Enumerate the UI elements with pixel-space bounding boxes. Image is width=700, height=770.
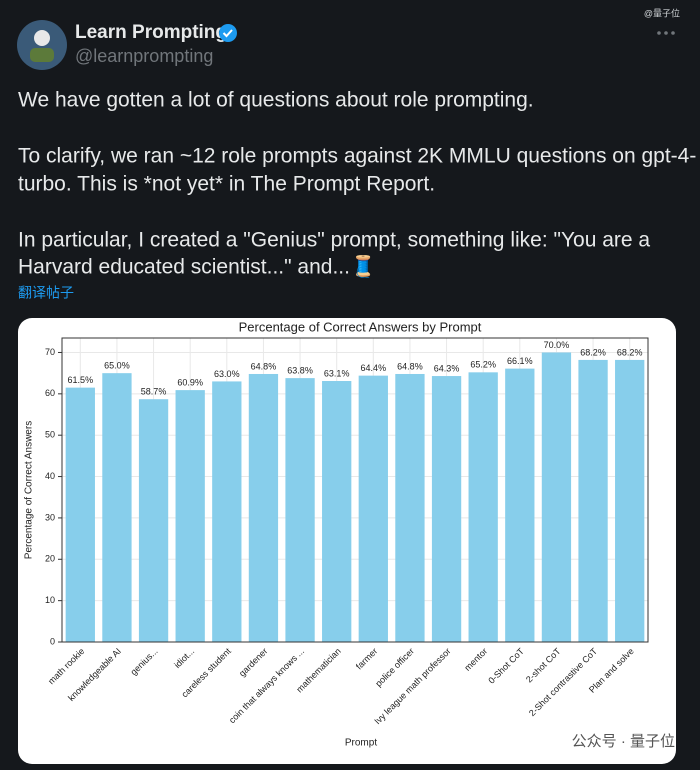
value-label: 63.8% [287,365,313,375]
bar [541,352,572,642]
tweet-line: In particular, I created a "Genius" prom… [18,229,650,252]
y-tick-label: 60 [45,388,55,398]
bar [65,387,95,642]
plot-frame [61,337,649,643]
bar [358,375,388,642]
y-tick-label: 30 [45,512,55,522]
bar [102,373,132,642]
chart-title: Percentage of Correct Answers by Prompt [239,319,482,334]
value-label: 70.0% [544,340,570,350]
value-label: 68.2% [580,347,606,357]
value-label: 64.3% [434,363,460,373]
bar [138,399,169,642]
bar [285,378,315,642]
bar [175,390,205,642]
verified-check [222,29,233,38]
bar [212,381,242,642]
value-label: 64.8% [397,361,423,371]
value-label: 63.0% [214,369,240,379]
y-tick-label: 10 [45,595,55,605]
bar [395,373,425,642]
y-axis-label: Percentage of Correct Answers [24,421,35,559]
watermark: @量子位 [644,7,680,18]
y-tick-label: 70 [45,347,55,357]
value-label: 65.2% [470,360,496,370]
value-label: 63.1% [324,368,350,378]
translate-link[interactable]: 翻译帖子 [18,285,74,301]
tweet-line: We have gotten a lot of questions about … [18,89,534,112]
tweet-line: Harvard educated scientist..." and...🧵 [18,254,376,280]
bar [431,376,462,642]
value-label: 66.1% [507,356,533,366]
avatar-ground [30,48,54,62]
x-axis-label: Prompt [345,738,377,749]
value-label: 65.0% [104,361,130,371]
handle[interactable]: @learnprompting [75,46,213,66]
tweet-line: turbo. This is *not yet* in The Prompt R… [18,173,435,196]
avatar-figure [34,30,50,46]
value-label: 61.5% [68,375,94,385]
value-label: 64.4% [361,363,387,373]
bar [248,373,279,642]
tweet-line: To clarify, we ran ~12 role prompts agai… [18,145,696,168]
bar [615,359,645,642]
y-tick-label: 20 [45,554,55,564]
y-tick-label: 40 [45,471,55,481]
author-name[interactable]: Learn Prompting [75,22,227,43]
bar [468,372,498,642]
value-label: 64.8% [251,361,277,371]
y-tick-label: 50 [45,430,55,440]
bar [322,381,352,642]
value-label: 68.2% [617,347,643,357]
value-label: 60.9% [177,377,203,387]
bar [505,368,535,642]
watermark: 公众号 · 量子位 [572,733,675,750]
y-tick-label: 0 [50,636,55,646]
bar [578,359,608,642]
more-button[interactable] [657,31,675,35]
value-label: 58.7% [141,387,167,397]
